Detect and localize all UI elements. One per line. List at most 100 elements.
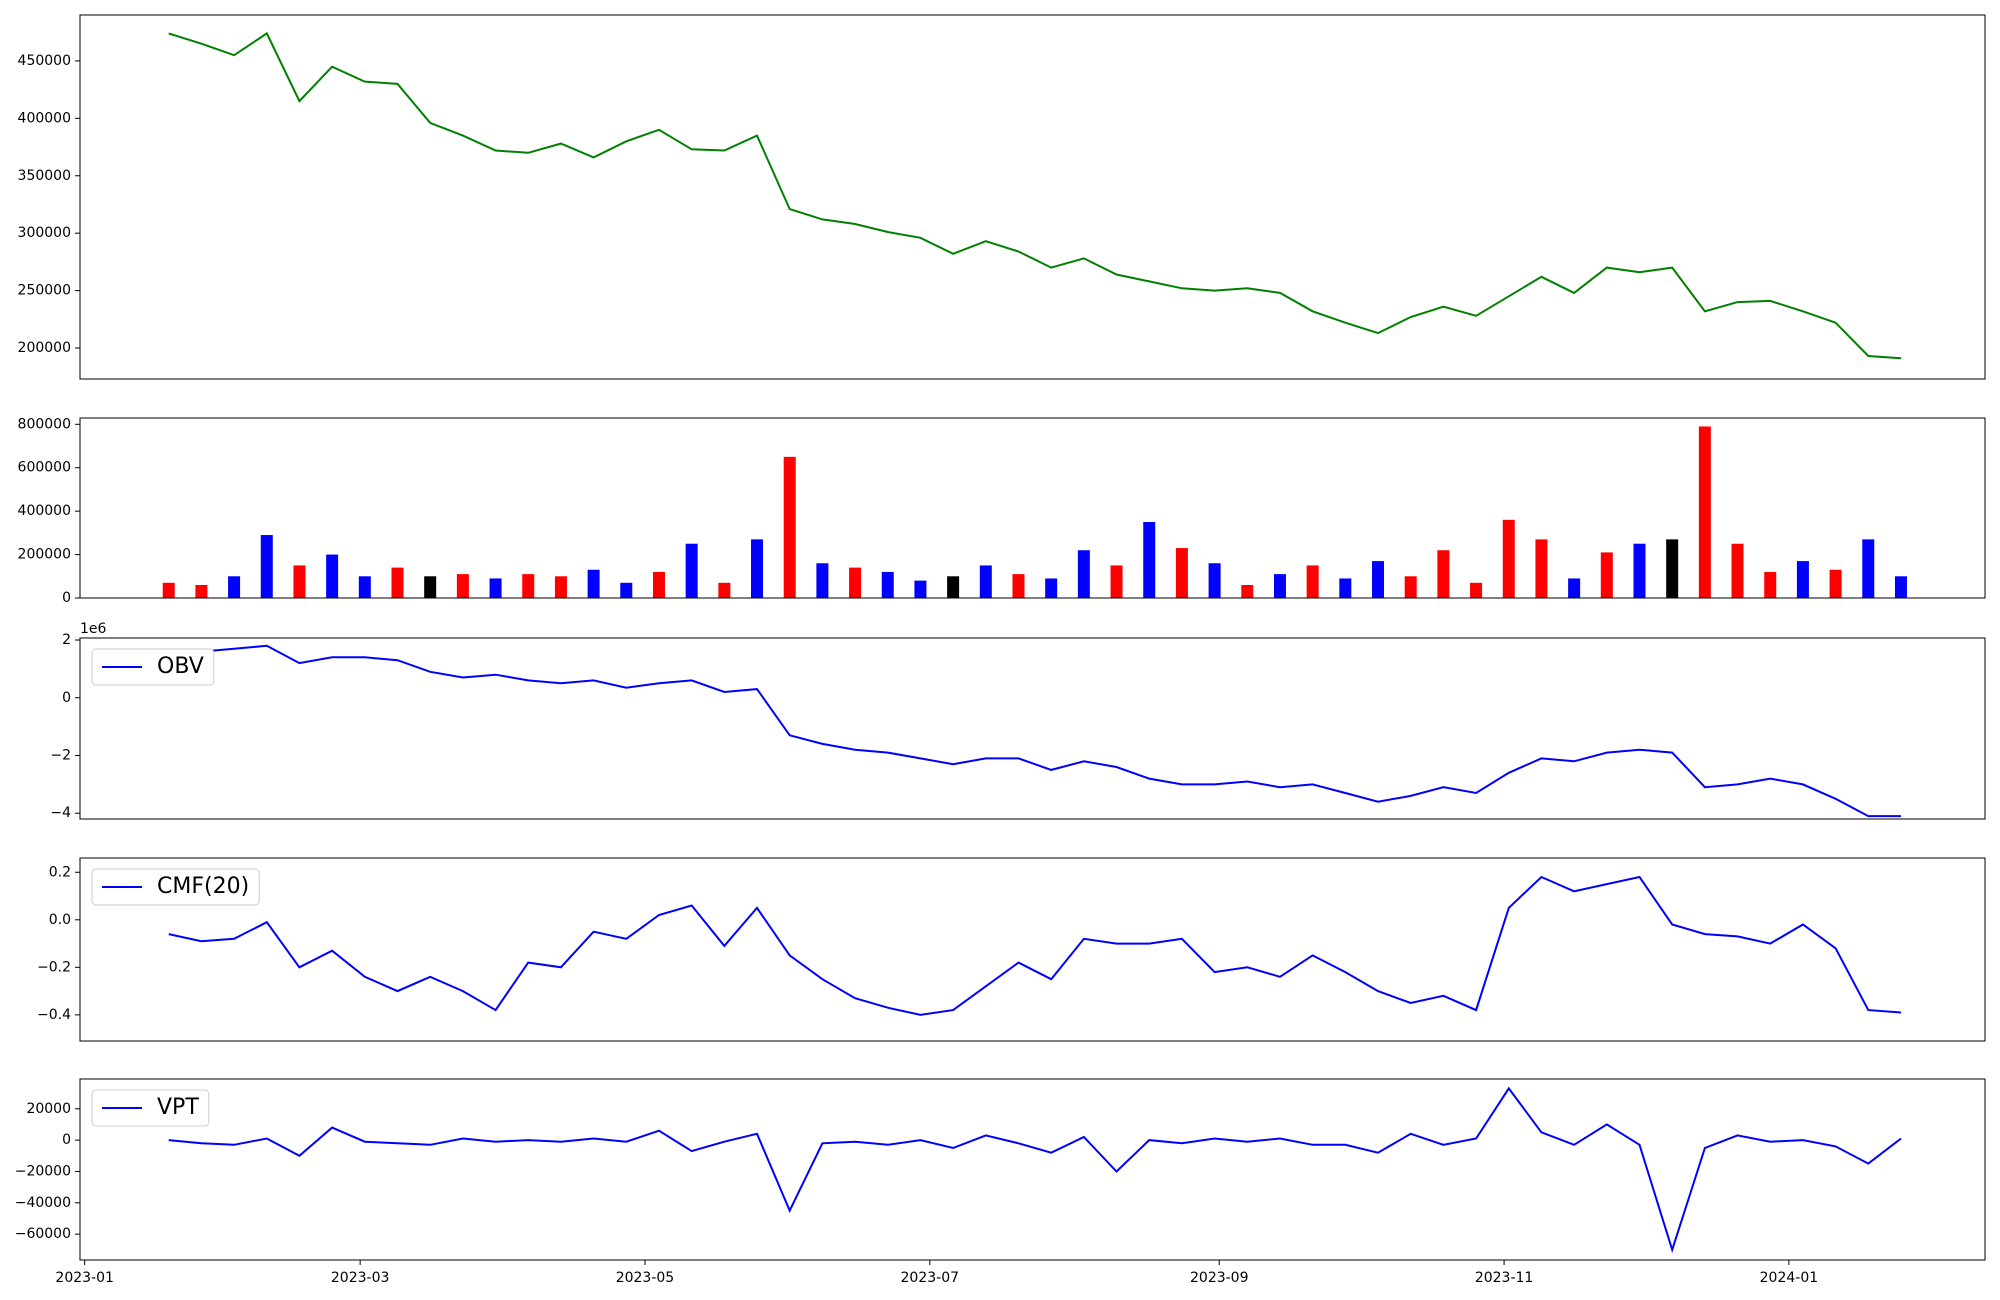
y-tick-label: −4 — [50, 805, 71, 821]
volume-bar — [849, 567, 862, 598]
volume-bar — [685, 543, 698, 598]
x-tick-label: 2023-07 — [901, 1270, 960, 1286]
volume-bar — [358, 576, 371, 598]
volume-bar — [1731, 543, 1744, 598]
y-tick-label: 20000 — [26, 1101, 71, 1117]
volume-bar — [424, 576, 437, 598]
volume-bar — [914, 580, 927, 598]
x-tick-label: 2023-09 — [1190, 1270, 1249, 1286]
volume-bar — [1535, 539, 1548, 598]
series-line — [168, 31, 1902, 360]
volume-bar — [1339, 578, 1352, 598]
volume-bar — [1894, 576, 1907, 598]
y-tick-label: 300000 — [18, 225, 71, 241]
y-tick-label: 0.2 — [49, 864, 71, 880]
y-tick-label: 0.0 — [49, 912, 71, 928]
x-tick-label: 2023-03 — [331, 1270, 390, 1286]
volume-bar — [587, 569, 600, 598]
volume-bar — [522, 574, 535, 598]
plot-frame — [79, 1078, 1986, 1261]
volume-bar — [751, 539, 764, 598]
y-tick-label: −2 — [50, 747, 71, 763]
volume-bar — [1568, 578, 1581, 598]
volume-bar — [1862, 539, 1875, 598]
volume-bar — [489, 578, 502, 598]
volume-bar — [1404, 576, 1417, 598]
volume-bar — [1175, 548, 1188, 598]
axis-offset-label: 1e6 — [80, 621, 107, 637]
volume-bar — [1273, 574, 1286, 598]
legend-box — [91, 648, 215, 686]
volume-bar — [326, 554, 339, 598]
volume-bar — [1796, 561, 1809, 598]
y-tick-label: 200000 — [18, 547, 71, 563]
volume-bar — [1698, 426, 1711, 598]
series-line — [168, 1086, 1902, 1254]
volume-bar — [1633, 543, 1646, 598]
y-tick-label: 400000 — [18, 110, 71, 126]
volume-bar — [947, 576, 960, 598]
plot-frame — [79, 637, 1986, 820]
y-tick-label: 800000 — [18, 416, 71, 432]
volume-bar — [554, 576, 567, 598]
volume-bar — [1012, 574, 1025, 598]
volume-bar — [1045, 578, 1058, 598]
volume-bar — [1600, 552, 1613, 598]
volume-bar — [1470, 582, 1483, 598]
legend-box — [91, 1089, 210, 1127]
legend: OBV — [91, 648, 215, 686]
volume-bar — [881, 571, 894, 598]
volume-bar — [718, 582, 731, 598]
x-tick-label: 2023-05 — [616, 1270, 675, 1286]
y-tick-label: 0 — [62, 1132, 71, 1148]
volume-bar — [1077, 550, 1090, 598]
series-line — [168, 875, 1902, 1016]
volume-bar — [1143, 522, 1156, 598]
y-tick-label: 350000 — [18, 168, 71, 184]
y-tick-label: −20000 — [15, 1163, 71, 1179]
y-tick-label: 400000 — [18, 503, 71, 519]
y-tick-label: 0 — [62, 690, 71, 706]
y-tick-label: −0.4 — [37, 1007, 71, 1023]
volume-bar — [228, 576, 241, 598]
legend-label: CMF(20) — [157, 874, 249, 899]
volume-bar — [195, 584, 208, 598]
volume-bar — [260, 535, 273, 598]
volume-bar — [293, 565, 306, 598]
volume-bar — [391, 567, 404, 598]
volume-bar — [1372, 561, 1385, 598]
y-tick-label: 600000 — [18, 460, 71, 476]
x-tick-label: 2023-11 — [1475, 1270, 1534, 1286]
volume-bar — [1437, 550, 1450, 598]
plot-frame — [79, 857, 1986, 1042]
volume-bar — [816, 563, 829, 598]
x-tick-label: 2023-01 — [55, 1270, 114, 1286]
legend: VPT — [91, 1089, 210, 1127]
y-tick-label: 450000 — [18, 53, 71, 69]
legend-label: VPT — [157, 1095, 199, 1120]
volume-bar — [1306, 565, 1319, 598]
volume-bar — [1829, 569, 1842, 598]
y-tick-label: −0.2 — [37, 959, 71, 975]
y-tick-label: −60000 — [15, 1226, 71, 1242]
volume-bar — [783, 456, 796, 598]
volume-bar — [1208, 563, 1221, 598]
volume-bar — [162, 582, 175, 598]
legend-box — [91, 868, 260, 906]
volume-bar — [1110, 565, 1123, 598]
plot-frame — [79, 417, 1986, 599]
volume-bar — [1666, 539, 1679, 598]
volume-bar — [456, 574, 469, 598]
volume-bar — [652, 571, 665, 598]
series-line — [168, 644, 1901, 818]
y-tick-label: −40000 — [15, 1195, 71, 1211]
x-tick-label: 2024-01 — [1760, 1270, 1819, 1286]
legend-label: OBV — [157, 654, 204, 679]
legend: CMF(20) — [91, 868, 260, 906]
y-tick-label: 250000 — [18, 283, 71, 299]
y-tick-label: 200000 — [18, 340, 71, 356]
y-tick-label: 2 — [62, 632, 71, 648]
volume-bar — [979, 565, 992, 598]
